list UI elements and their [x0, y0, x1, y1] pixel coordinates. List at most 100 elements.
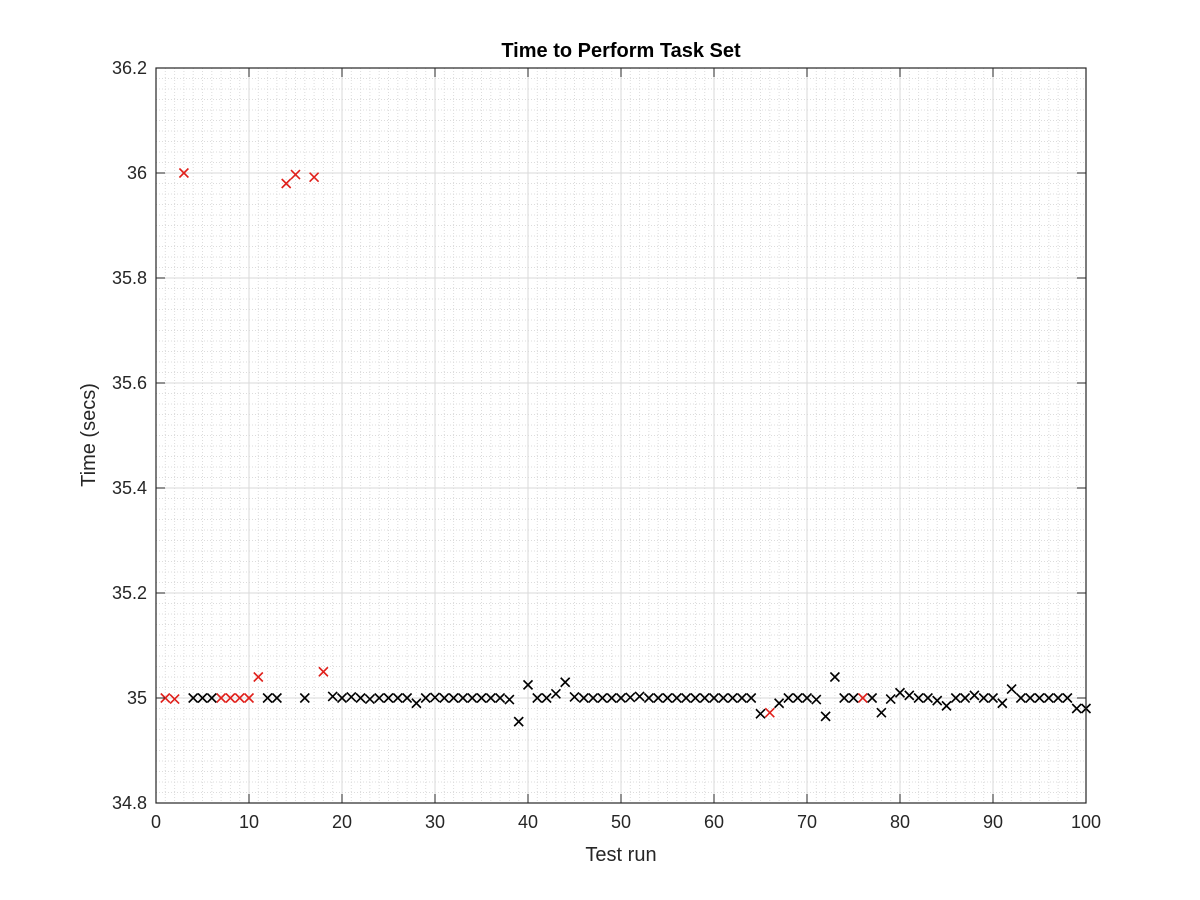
y-tick-label: 34.8 — [112, 793, 147, 813]
data-point — [1015, 692, 1026, 704]
data-point — [764, 707, 775, 718]
data-point — [532, 692, 543, 704]
data-point — [411, 698, 422, 709]
data-point — [429, 692, 441, 703]
data-point — [606, 692, 617, 704]
data-point — [867, 692, 878, 704]
data-point — [987, 692, 999, 704]
x-tick-label: 70 — [797, 812, 817, 832]
data-point — [653, 692, 664, 704]
data-point — [522, 679, 534, 690]
data-point — [439, 692, 450, 704]
y-tick-label: 35.2 — [112, 583, 147, 603]
data-point — [299, 692, 310, 704]
data-point — [643, 692, 654, 704]
data-point — [811, 694, 822, 705]
data-point — [253, 671, 264, 683]
data-point — [969, 690, 980, 701]
data-point — [588, 692, 599, 704]
x-tick-label: 60 — [704, 812, 724, 832]
y-tick-label: 35.8 — [112, 268, 147, 288]
data-point — [829, 671, 840, 683]
x-tick-label: 30 — [425, 812, 445, 832]
data-point — [941, 700, 952, 711]
x-tick-label: 80 — [890, 812, 910, 832]
data-point — [634, 691, 645, 702]
series-0 — [160, 167, 868, 718]
data-point — [513, 716, 524, 727]
data-point — [560, 677, 571, 688]
data-point — [420, 692, 431, 704]
data-point — [346, 691, 357, 703]
data-point — [904, 690, 915, 701]
y-tick-label: 35 — [127, 688, 147, 708]
data-point — [1006, 684, 1017, 695]
data-point — [1025, 692, 1036, 704]
data-point — [960, 692, 971, 704]
data-point — [336, 692, 348, 704]
data-point — [476, 692, 487, 704]
data-point — [374, 692, 385, 704]
data-point — [625, 692, 636, 703]
y-tick-label: 35.4 — [112, 478, 147, 498]
data-point — [615, 692, 627, 704]
data-point — [1043, 692, 1054, 704]
data-point — [736, 692, 747, 704]
data-point — [857, 692, 868, 704]
data-point — [876, 707, 887, 718]
data-point — [364, 693, 375, 705]
data-point — [848, 692, 859, 704]
data-point — [160, 692, 171, 704]
data-point — [188, 692, 199, 704]
data-point — [485, 692, 496, 704]
data-point — [457, 692, 468, 704]
data-point — [727, 692, 738, 704]
y-axis-title: Time (secs) — [78, 383, 100, 487]
data-point — [281, 178, 292, 189]
data-point — [932, 695, 943, 706]
data-point — [206, 692, 217, 704]
data-point — [234, 692, 245, 704]
data-point — [801, 692, 813, 704]
x-tick-label: 100 — [1071, 812, 1101, 832]
data-point — [495, 692, 506, 704]
data-point — [197, 692, 208, 704]
data-point — [271, 692, 282, 704]
series-1 — [188, 671, 1092, 727]
data-point — [392, 692, 403, 704]
data-point — [746, 692, 757, 704]
data-point — [671, 692, 682, 704]
x-tick-label: 20 — [332, 812, 352, 832]
y-tick-label: 35.6 — [112, 373, 147, 393]
data-point — [243, 692, 255, 704]
data-point — [448, 692, 459, 704]
y-tick-label: 36 — [127, 163, 147, 183]
chart-title: Time to Perform Task Set — [501, 40, 741, 62]
y-tick-label: 36.2 — [112, 58, 147, 78]
data-point — [290, 169, 301, 180]
data-point — [1062, 692, 1073, 704]
data-point — [662, 692, 673, 704]
data-point — [997, 698, 1008, 709]
data-point — [774, 698, 785, 709]
data-point — [355, 692, 366, 704]
data-point — [681, 692, 692, 704]
data-point — [708, 692, 720, 704]
data-point — [950, 692, 961, 704]
data-point — [922, 692, 933, 704]
data-point — [216, 692, 227, 704]
data-point — [225, 692, 236, 704]
data-point — [467, 692, 478, 704]
x-tick-labels: 0 10 20 30 40 50 60 70 80 90 100 — [151, 812, 1101, 832]
data-point — [783, 692, 794, 704]
data-point — [792, 692, 803, 704]
data-point — [820, 711, 831, 722]
data-point — [1053, 692, 1064, 704]
data-markers — [160, 167, 1092, 727]
data-point — [327, 691, 338, 702]
data-point — [178, 167, 189, 179]
data-point — [718, 692, 729, 704]
data-point — [504, 694, 515, 705]
data-point — [839, 692, 850, 704]
